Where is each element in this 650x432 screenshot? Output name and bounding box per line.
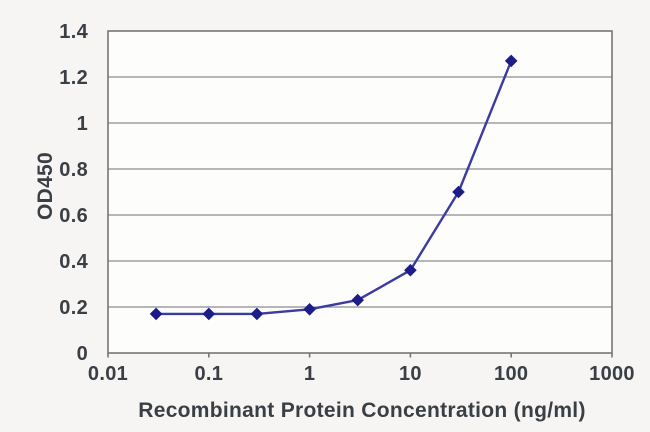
x-tick-label: 1 xyxy=(304,363,315,385)
data-point xyxy=(250,307,264,321)
data-point xyxy=(351,293,365,307)
y-tick-label: 0.8 xyxy=(59,159,88,181)
plot-border xyxy=(107,30,613,354)
data-point xyxy=(202,307,216,321)
y-tick-label: 0.2 xyxy=(59,297,88,319)
y-tick-label: 1 xyxy=(77,113,88,135)
data-point xyxy=(504,54,518,68)
y-axis-title: OD450 xyxy=(34,151,57,221)
data-point xyxy=(404,263,417,277)
data-point xyxy=(303,302,316,316)
data-point xyxy=(452,185,465,199)
data-point xyxy=(149,307,163,321)
series-line xyxy=(154,59,513,316)
y-tick-label: 0.4 xyxy=(59,251,88,273)
y-tick-label: 0.6 xyxy=(59,205,88,227)
y-tick-label: 1.2 xyxy=(59,67,88,89)
x-axis-title: Recombinant Protein Concentration (ng/ml… xyxy=(138,399,586,422)
x-tick-label: 10 xyxy=(399,363,422,385)
plot-background xyxy=(108,31,612,353)
y-tick-label: 1.4 xyxy=(59,21,88,43)
y-tick-label: 0 xyxy=(77,343,88,365)
x-tick-label: 0.1 xyxy=(194,363,223,385)
x-tick-label: 0.01 xyxy=(88,363,128,385)
x-tick-label: 1000 xyxy=(589,363,635,385)
x-tick-label: 100 xyxy=(494,363,528,385)
